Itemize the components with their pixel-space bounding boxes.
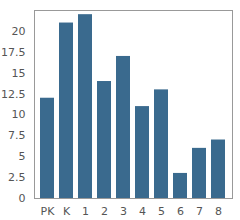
svg-text:15: 15 [12, 67, 26, 80]
svg-text:17.5: 17.5 [1, 46, 26, 59]
svg-text:7: 7 [196, 205, 203, 218]
svg-text:5: 5 [158, 205, 165, 218]
svg-text:10: 10 [12, 108, 26, 121]
svg-text:12.5: 12.5 [1, 88, 26, 101]
svg-text:0: 0 [19, 192, 26, 205]
svg-text:7.5: 7.5 [8, 129, 26, 142]
svg-text:4: 4 [139, 205, 146, 218]
svg-text:K: K [63, 205, 71, 218]
svg-text:2: 2 [101, 205, 108, 218]
svg-text:2.5: 2.5 [8, 171, 26, 184]
svg-text:20: 20 [12, 25, 26, 38]
svg-text:PK: PK [41, 205, 56, 218]
svg-text:6: 6 [177, 205, 184, 218]
svg-text:5: 5 [19, 150, 26, 163]
svg-text:3: 3 [120, 205, 127, 218]
svg-text:1: 1 [82, 205, 89, 218]
svg-text:8: 8 [215, 205, 222, 218]
